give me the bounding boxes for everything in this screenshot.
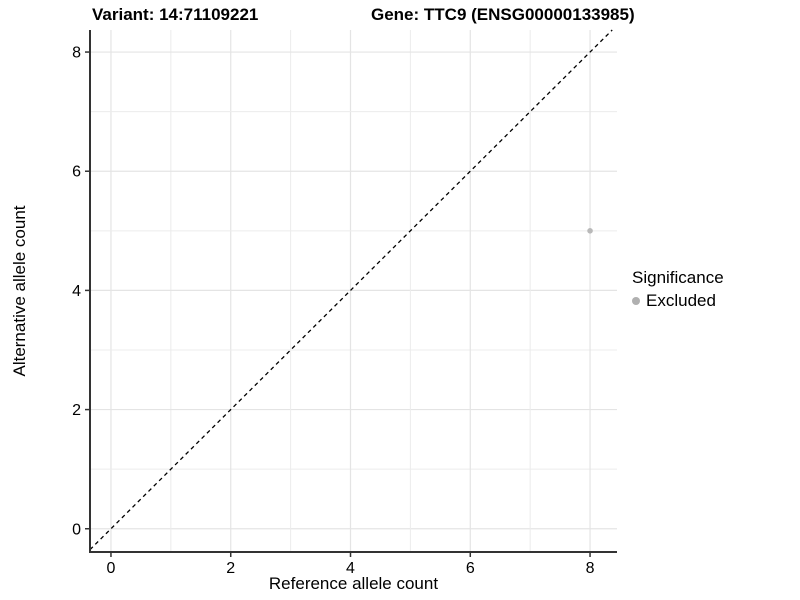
x-axis-label: Reference allele count (268, 574, 439, 593)
gene-title: Gene: TTC9 (ENSG00000133985) (371, 5, 635, 24)
legend: Significance Excluded (630, 268, 724, 311)
data-point (587, 228, 593, 234)
x-tick-label: 2 (226, 560, 235, 577)
identity-line (89, 29, 613, 551)
variant-title: Variant: 14:71109221 (92, 5, 259, 24)
y-tick-label: 2 (72, 402, 81, 419)
legend-title: Significance (632, 268, 724, 287)
x-tick-label: 6 (466, 560, 475, 577)
y-tick-label: 8 (72, 45, 81, 62)
x-tick-label: 0 (107, 560, 116, 577)
legend-point-icon (632, 297, 640, 305)
y-tick-label: 0 (72, 521, 81, 538)
legend-item-excluded: Excluded (630, 291, 724, 311)
x-tick-label: 4 (346, 560, 355, 577)
y-tick-label: 4 (72, 283, 81, 300)
x-tick-label: 8 (586, 560, 595, 577)
y-tick-label: 6 (72, 164, 81, 181)
y-axis-label: Alternative allele count (10, 205, 29, 377)
legend-item-label: Excluded (646, 291, 716, 310)
